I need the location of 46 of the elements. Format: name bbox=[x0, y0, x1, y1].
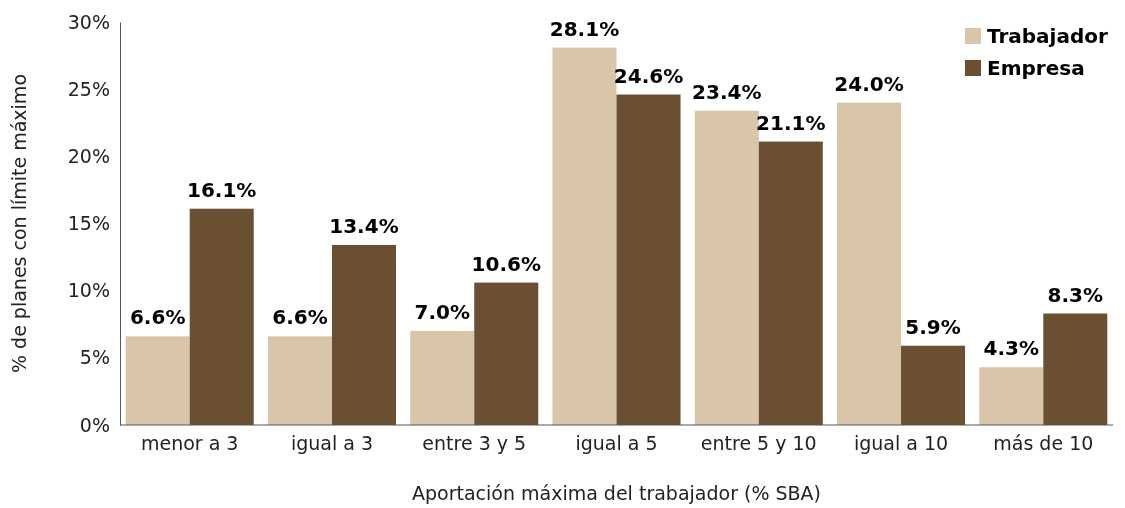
data-label: 10.6% bbox=[471, 251, 541, 276]
bar bbox=[1043, 313, 1108, 425]
bar bbox=[837, 102, 902, 425]
bar bbox=[331, 244, 396, 425]
x-tick-label: menor a 3 bbox=[140, 432, 239, 455]
x-tick-label: entre 5 y 10 bbox=[700, 432, 817, 455]
data-label: 24.0% bbox=[834, 71, 904, 96]
y-tick-label: 20% bbox=[67, 144, 110, 167]
bar bbox=[474, 282, 539, 425]
bar bbox=[979, 367, 1044, 425]
bar bbox=[125, 336, 190, 425]
data-label: 23.4% bbox=[692, 79, 762, 104]
legend-label: Empresa bbox=[987, 56, 1085, 80]
data-label: 13.4% bbox=[329, 213, 399, 238]
bar bbox=[410, 330, 475, 425]
y-tick-label: 5% bbox=[79, 346, 110, 369]
y-tick-label: 0% bbox=[79, 413, 110, 436]
x-tick-label: más de 10 bbox=[993, 432, 1094, 455]
data-label: 7.0% bbox=[414, 299, 470, 324]
bar bbox=[552, 47, 617, 425]
data-label: 21.1% bbox=[756, 110, 826, 135]
data-label: 8.3% bbox=[1047, 282, 1104, 307]
y-tick-label: 15% bbox=[67, 212, 110, 235]
x-tick-label: entre 3 y 5 bbox=[422, 432, 527, 455]
data-label: 6.6% bbox=[129, 305, 186, 330]
bar bbox=[694, 110, 759, 425]
x-tick-label: igual a 3 bbox=[290, 432, 374, 455]
data-label: 5.9% bbox=[905, 314, 961, 339]
data-label: 6.6% bbox=[272, 305, 328, 330]
data-label: 28.1% bbox=[549, 16, 620, 41]
y-tick-label: 10% bbox=[67, 279, 110, 302]
y-tick-label: 25% bbox=[67, 77, 110, 100]
bar bbox=[901, 345, 966, 425]
data-label: 16.1% bbox=[187, 177, 257, 202]
data-label: 24.6% bbox=[613, 63, 684, 88]
bar bbox=[189, 208, 254, 425]
x-tick-label: igual a 10 bbox=[853, 432, 949, 455]
x-axis-title: Aportación máxima del trabajador (% SBA) bbox=[411, 482, 822, 504]
y-axis-title: % de planes con límite máximo bbox=[8, 73, 30, 374]
bar bbox=[758, 141, 823, 425]
x-tick-label: igual a 5 bbox=[575, 432, 658, 455]
bar bbox=[616, 94, 681, 425]
y-tick-label: 30% bbox=[67, 10, 110, 33]
legend-label: Trabajador bbox=[987, 24, 1109, 48]
bar bbox=[267, 336, 332, 425]
data-label: 4.3% bbox=[983, 336, 1040, 361]
